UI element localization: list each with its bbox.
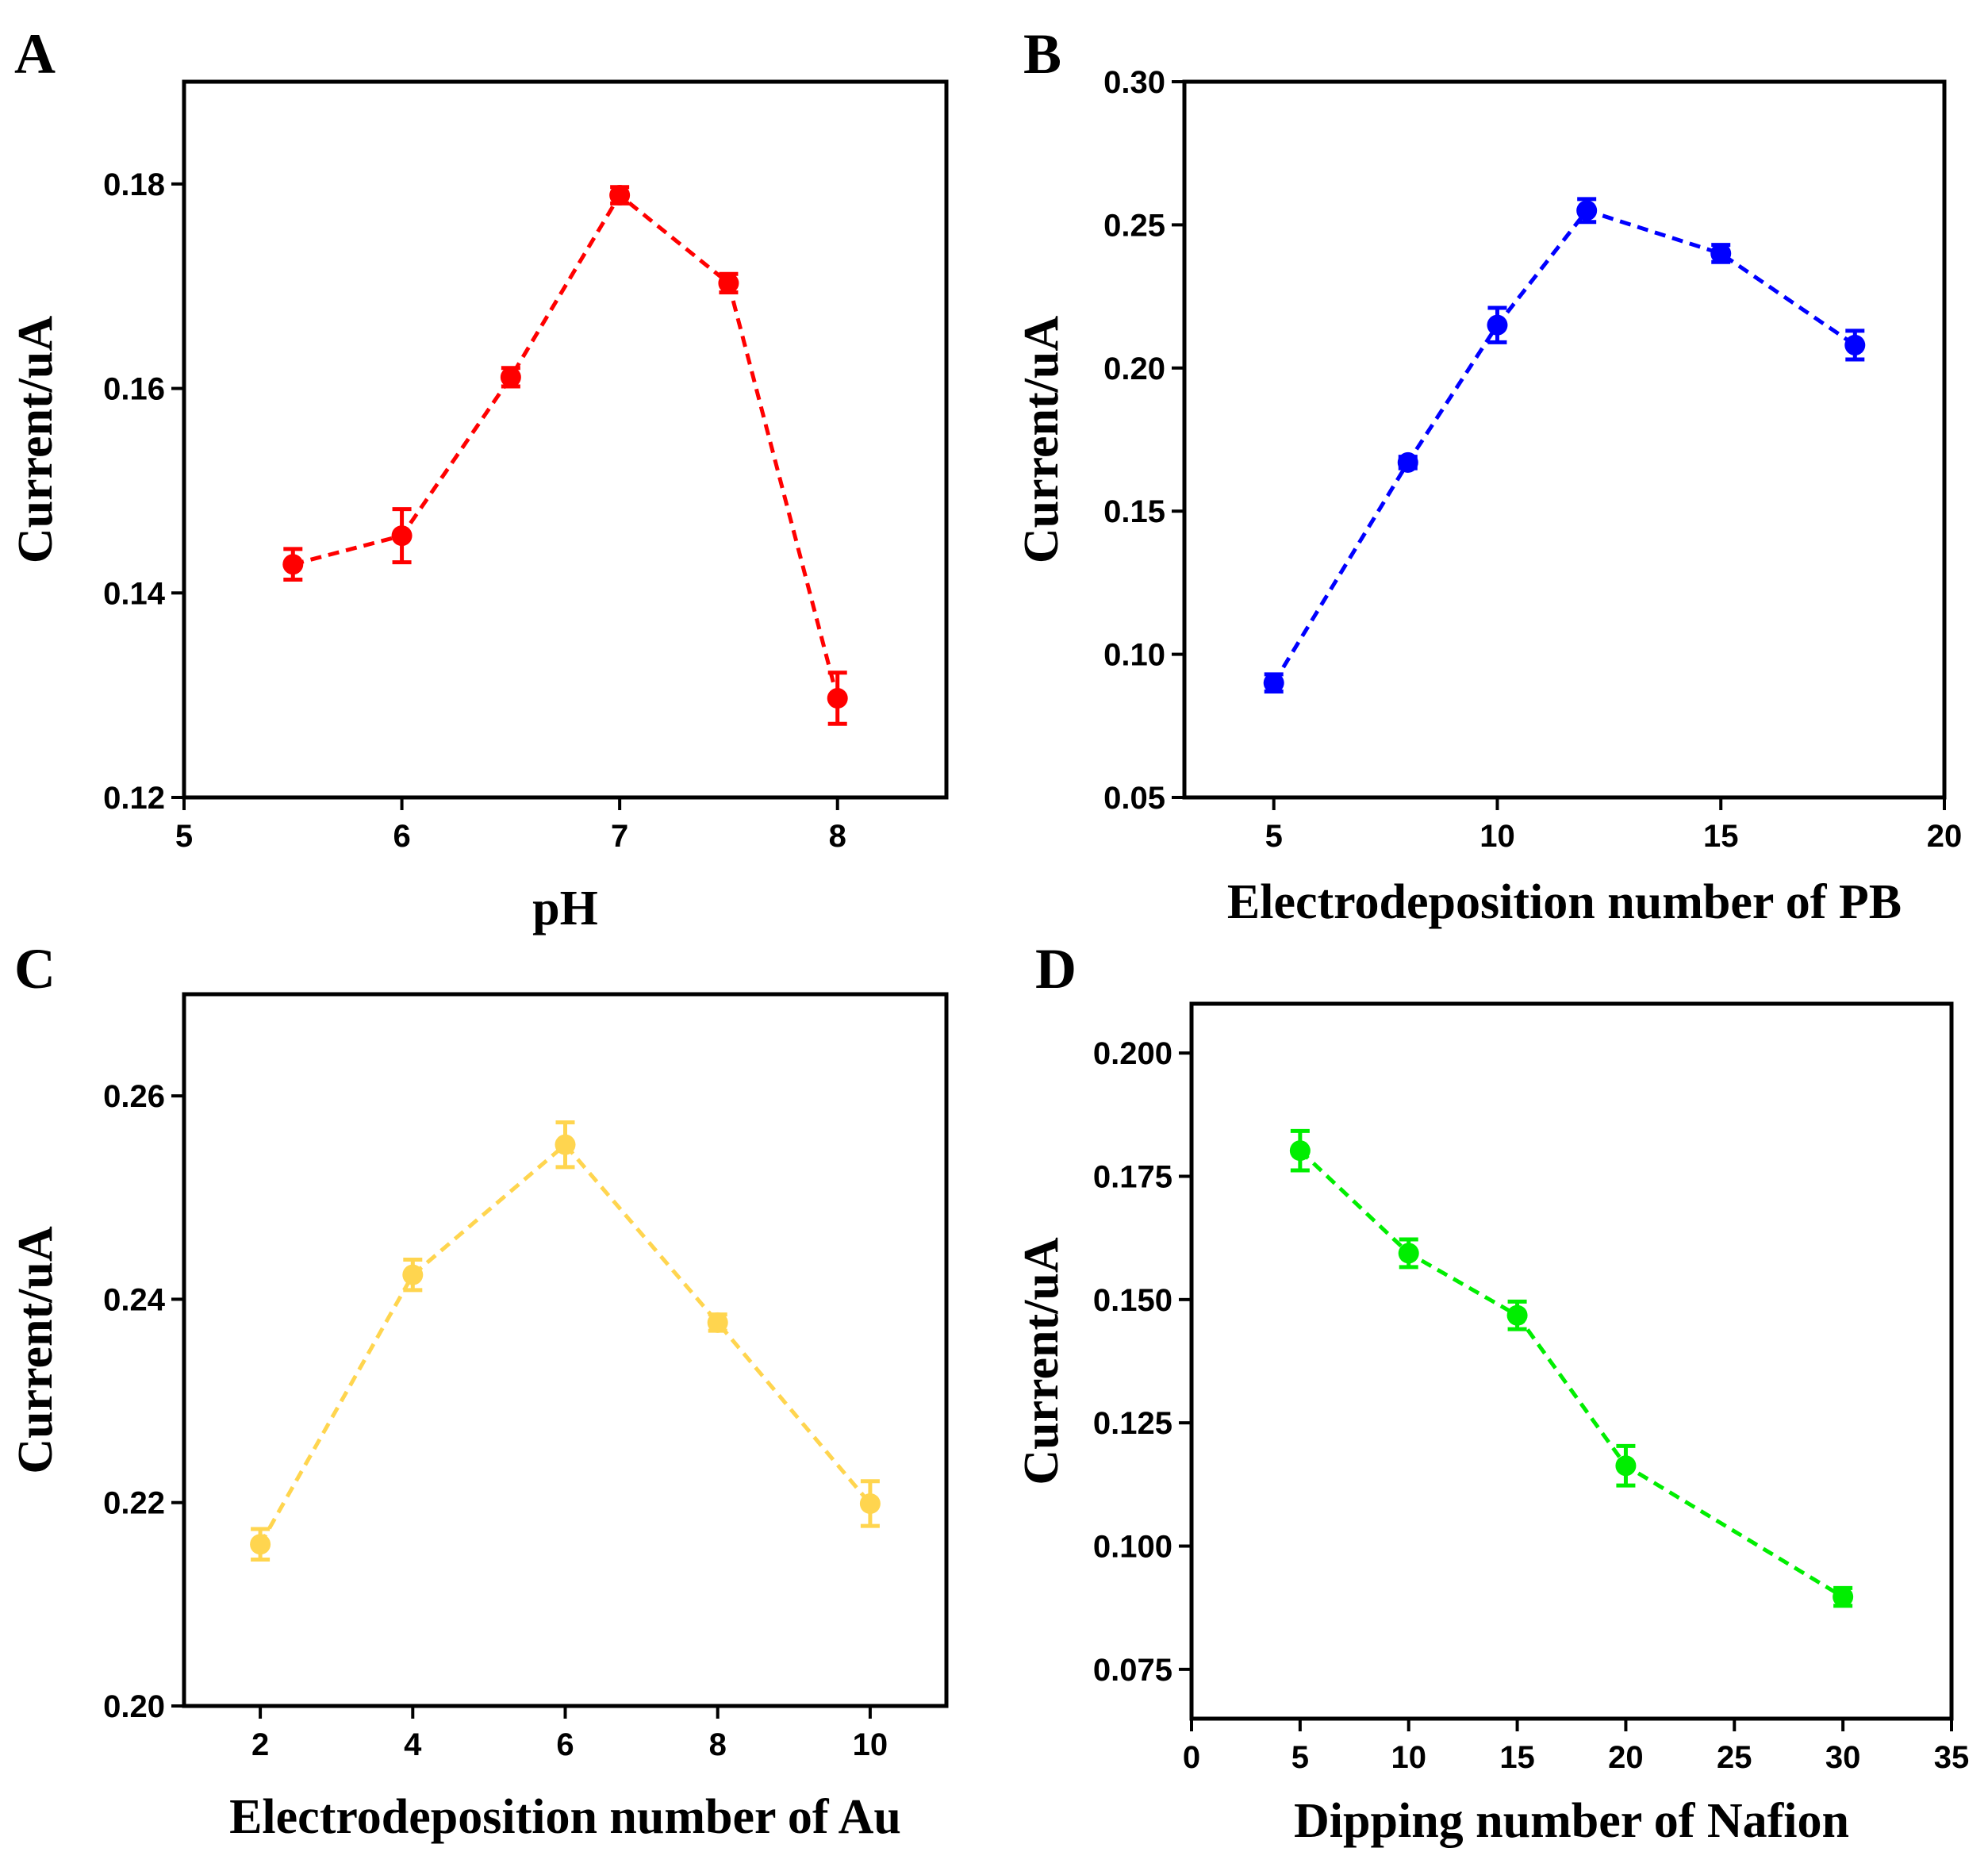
data-point bbox=[402, 1264, 424, 1285]
data-point bbox=[555, 1134, 576, 1155]
x-tick-label: 5 bbox=[1265, 819, 1283, 854]
data-point bbox=[1615, 1455, 1637, 1477]
plot-frame-d bbox=[1189, 1001, 1954, 1721]
data-point bbox=[1398, 1243, 1419, 1264]
x-tick-label: 0 bbox=[1183, 1740, 1200, 1775]
data-point bbox=[1506, 1304, 1528, 1326]
data-point bbox=[250, 1534, 271, 1555]
x-tick-label: 5 bbox=[175, 819, 193, 854]
y-tick-label: 0.100 bbox=[1093, 1530, 1172, 1565]
y-axis-title-d: Current/uA bbox=[1015, 1237, 1069, 1485]
data-point bbox=[1710, 243, 1732, 264]
plot-frame-c bbox=[182, 992, 949, 1708]
y-tick-label: 0.14 bbox=[103, 576, 166, 611]
y-tick-label: 0.30 bbox=[1103, 65, 1165, 100]
y-tick-label: 0.20 bbox=[1103, 352, 1165, 386]
y-tick-label: 0.24 bbox=[103, 1282, 166, 1317]
plot-frame-b bbox=[1182, 79, 1947, 800]
x-tick-label: 20 bbox=[1927, 819, 1963, 854]
y-axis-title-b: Current/uA bbox=[1015, 316, 1069, 564]
x-tick-label: 8 bbox=[709, 1727, 727, 1762]
x-tick-label: 4 bbox=[404, 1727, 422, 1762]
x-axis-title-d: Dipping number of Nafion bbox=[1294, 1794, 1849, 1848]
y-tick-label: 0.200 bbox=[1093, 1036, 1172, 1071]
data-point bbox=[1487, 314, 1508, 336]
y-tick-label: 0.05 bbox=[1103, 781, 1165, 816]
panel-c: C 0.20 0.22 0.24 0.26 2 4 6 8 10 Electrodeposition… bbox=[9, 937, 949, 1844]
y-tick-label: 0.20 bbox=[103, 1689, 165, 1724]
y-axis-title-a: Current/uA bbox=[9, 316, 63, 564]
x-tick-label: 2 bbox=[251, 1727, 269, 1762]
y-axis-title-c: Current/uA bbox=[9, 1226, 63, 1474]
y-tick-label: 0.075 bbox=[1093, 1653, 1172, 1688]
y-tick-label: 0.12 bbox=[103, 781, 165, 816]
y-tick-label: 0.26 bbox=[103, 1079, 165, 1114]
x-tick-label: 6 bbox=[556, 1727, 574, 1762]
series-line-c bbox=[258, 1142, 872, 1546]
y-tick-label: 0.25 bbox=[1103, 208, 1165, 243]
x-tick-label: 10 bbox=[1391, 1740, 1426, 1775]
panel-a: A 0.12 0.14 0.16 0.18 5 6 7 8 pH Current/uA bbox=[9, 22, 949, 936]
data-point bbox=[1397, 451, 1418, 473]
data-point bbox=[1833, 1586, 1854, 1608]
panel-label-a: A bbox=[14, 22, 56, 86]
y-tick-label: 0.175 bbox=[1093, 1159, 1172, 1194]
panel-b: B 0.05 0.10 0.15 0.20 0.25 0.30 5 10 15 20 Electrod… bbox=[1015, 22, 1962, 929]
data-point bbox=[609, 185, 631, 206]
data-point bbox=[707, 1312, 728, 1333]
x-tick-label: 8 bbox=[829, 819, 846, 854]
x-tick-label: 5 bbox=[1291, 1740, 1309, 1775]
x-tick-label: 10 bbox=[853, 1727, 888, 1762]
x-tick-label: 15 bbox=[1499, 1740, 1535, 1775]
data-point bbox=[500, 367, 521, 388]
x-tick-label: 20 bbox=[1608, 1740, 1644, 1775]
series-line-a bbox=[292, 192, 840, 699]
data-point bbox=[391, 525, 413, 547]
y-tick-label: 0.10 bbox=[1103, 638, 1165, 673]
data-point bbox=[1576, 200, 1598, 221]
data-point bbox=[282, 554, 304, 575]
x-tick-label: 10 bbox=[1479, 819, 1515, 854]
data-point bbox=[1844, 334, 1866, 355]
x-tick-label: 30 bbox=[1825, 1740, 1861, 1775]
y-tick-label: 0.16 bbox=[103, 372, 165, 407]
data-point bbox=[827, 688, 848, 709]
x-tick-label: 7 bbox=[611, 819, 628, 854]
x-axis-title-a: pH bbox=[532, 882, 598, 936]
data-point bbox=[859, 1493, 881, 1514]
x-axis-title-b: Electrodeposition number of PB bbox=[1227, 875, 1902, 929]
series-line-d bbox=[1299, 1149, 1844, 1599]
panel-label-b: B bbox=[1023, 22, 1061, 86]
x-tick-label: 15 bbox=[1703, 819, 1739, 854]
y-tick-label: 0.15 bbox=[1103, 494, 1165, 529]
y-tick-label: 0.18 bbox=[103, 167, 165, 202]
panel-label-d: D bbox=[1035, 937, 1077, 1001]
x-tick-label: 25 bbox=[1717, 1740, 1752, 1775]
plot-frame-a bbox=[182, 79, 949, 800]
data-point bbox=[1289, 1140, 1311, 1162]
x-tick-label: 35 bbox=[1934, 1740, 1970, 1775]
x-axis-title-c: Electrodeposition number of Au bbox=[229, 1790, 901, 1844]
data-point bbox=[718, 272, 739, 294]
x-tick-label: 6 bbox=[393, 819, 410, 854]
data-point bbox=[1263, 672, 1284, 693]
series-line-b bbox=[1272, 208, 1856, 684]
panel-label-c: C bbox=[14, 937, 56, 1001]
y-tick-label: 0.125 bbox=[1093, 1406, 1172, 1441]
y-tick-label: 0.150 bbox=[1093, 1283, 1172, 1318]
y-tick-label: 0.22 bbox=[103, 1486, 165, 1521]
panel-d: D 0.075 0.100 0.125 0.150 0.175 0.200 0 5 10 15 20 2… bbox=[1015, 937, 1969, 1848]
